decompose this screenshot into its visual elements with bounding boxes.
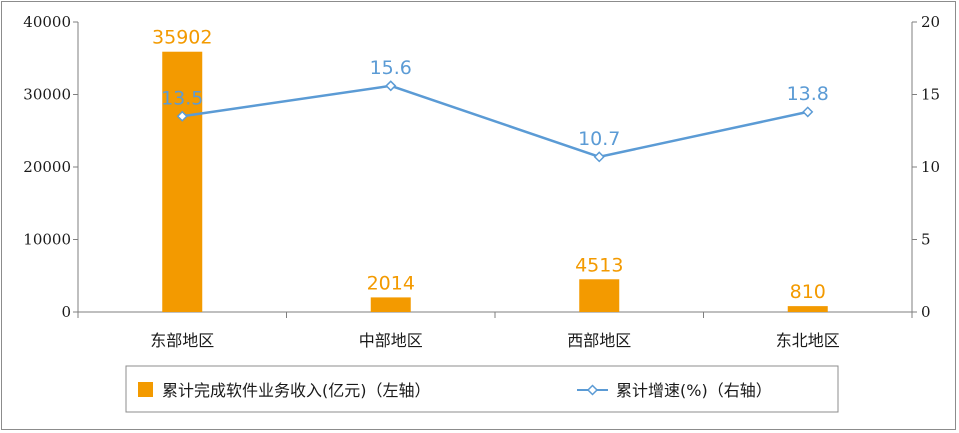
right-axis-tick-label: 20 [921, 13, 940, 31]
category-label: 东部地区 [150, 331, 214, 350]
legend: 累计完成软件业务收入(亿元)（左轴） 累计增速(%)（右轴） [125, 365, 839, 413]
legend-bar-swatch [138, 382, 153, 397]
line-data-label: 10.7 [578, 128, 620, 150]
bar [579, 279, 620, 312]
bar-data-label: 35902 [152, 27, 212, 49]
line-data-label: 13.5 [161, 87, 203, 109]
left-axis-tick-label: 0 [61, 303, 71, 321]
line-path [182, 84, 809, 159]
bar [787, 306, 828, 312]
left-axis-ticks: 0 10000 20000 30000 40000 [23, 13, 78, 321]
right-axis-tick-label: 0 [921, 303, 931, 321]
line-point [176, 110, 188, 122]
left-axis-tick-label: 30000 [23, 86, 71, 104]
right-axis-ticks: 0 5 10 15 20 [912, 13, 940, 321]
right-axis-tick-label: 10 [921, 158, 940, 176]
legend-line-marker [586, 384, 599, 396]
category-label: 中部地区 [359, 331, 423, 350]
right-axis-tick-label: 5 [921, 231, 931, 249]
axes [77, 22, 913, 318]
right-axis-tick-label: 15 [921, 86, 940, 104]
bar [162, 51, 203, 312]
legend-line-label: 累计增速(%)（右轴） [616, 381, 772, 400]
line-point [385, 80, 397, 92]
line-data-labels: 13.5 15.6 10.7 13.8 [161, 57, 829, 150]
category-label: 西部地区 [567, 331, 631, 350]
legend-frame [125, 365, 839, 413]
line-point [593, 151, 605, 163]
bar-data-label: 810 [790, 281, 826, 303]
bar-data-label: 2014 [367, 272, 415, 294]
line-data-label: 15.6 [370, 57, 412, 79]
legend-bar-label: 累计完成软件业务收入(亿元)（左轴） [162, 381, 431, 400]
bar-data-labels: 35902 2014 4513 810 [152, 27, 826, 303]
left-axis-tick-label: 20000 [23, 158, 71, 176]
bar [370, 297, 411, 312]
line-series [176, 80, 814, 163]
line-point [802, 106, 814, 118]
left-axis-tick-label: 10000 [23, 231, 71, 249]
line-data-label: 13.8 [787, 83, 829, 105]
category-labels: 东部地区 中部地区 西部地区 东北地区 [150, 331, 840, 350]
category-label: 东北地区 [776, 331, 840, 350]
left-axis-tick-label: 40000 [23, 13, 71, 31]
bar-data-label: 4513 [575, 254, 623, 276]
bar-series [162, 51, 828, 312]
